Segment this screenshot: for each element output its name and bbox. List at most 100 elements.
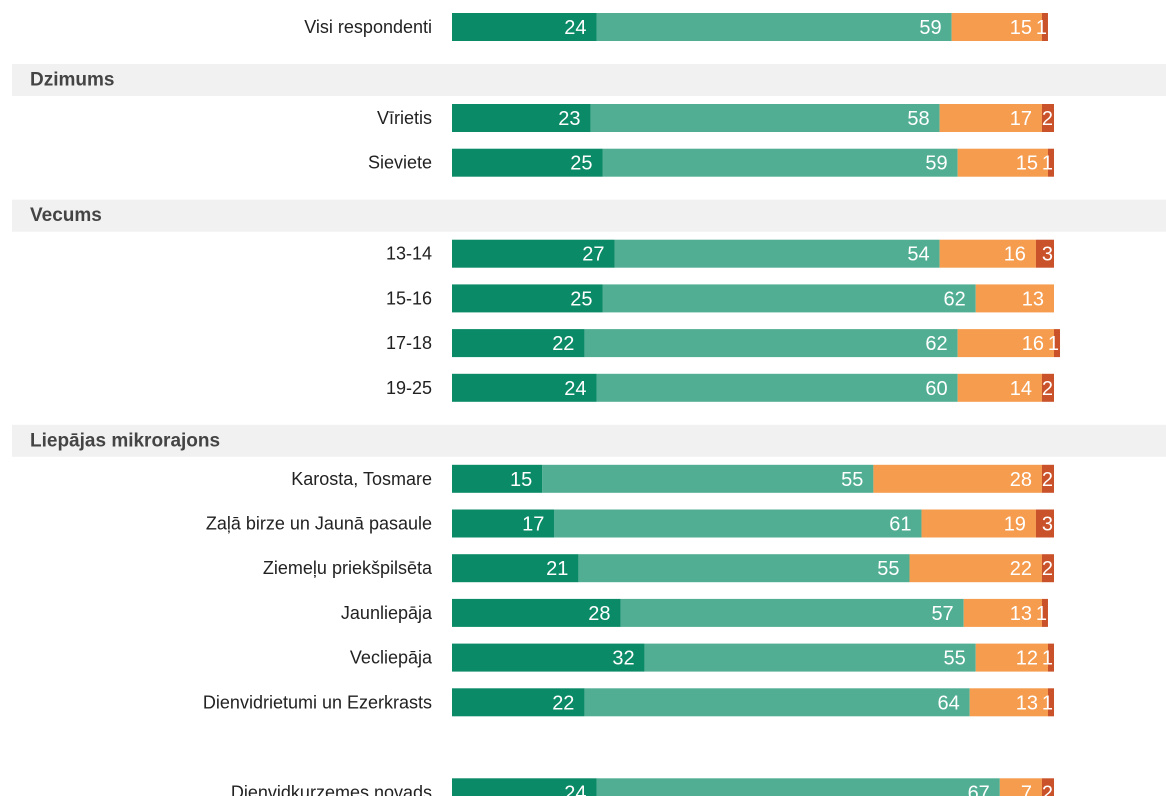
section-title: Dzimums (30, 70, 114, 91)
value-label: 1 (1036, 17, 1047, 39)
value-label: 25 (570, 153, 592, 175)
value-label: 57 (931, 603, 953, 625)
value-label: 1 (1036, 603, 1047, 625)
value-label: 62 (943, 288, 965, 310)
category-label: 13-14 (386, 244, 432, 264)
bar-segment (602, 284, 976, 313)
value-label: 22 (552, 692, 574, 714)
value-label: 62 (925, 333, 947, 355)
value-label: 60 (925, 378, 947, 400)
bar-segment (1041, 778, 1054, 796)
value-label: 67 (968, 782, 990, 796)
value-label: 24 (564, 378, 586, 400)
value-label: 59 (919, 17, 941, 39)
bar-segment (452, 643, 645, 672)
value-label: 28 (1010, 469, 1032, 491)
value-label: 2 (1042, 469, 1053, 491)
value-label: 25 (570, 288, 592, 310)
bar-segment (999, 778, 1042, 796)
value-label: 1 (1042, 648, 1053, 670)
category-label: Vīrietis (377, 108, 432, 128)
value-label: 1 (1042, 153, 1053, 175)
value-label: 2 (1042, 558, 1053, 580)
bar-segment (584, 329, 958, 358)
value-label: 55 (943, 648, 965, 670)
bar-segment (578, 554, 910, 583)
value-label: 15 (1016, 153, 1038, 175)
bar-segment (452, 554, 579, 583)
value-label: 22 (1010, 558, 1032, 580)
bar-segment (1054, 329, 1061, 358)
section-title: Liepājas mikrorajons (30, 430, 220, 451)
bar-segment (596, 778, 1000, 796)
value-label: 3 (1042, 244, 1053, 266)
value-label: 22 (552, 333, 574, 355)
category-label: Karosta, Tosmare (291, 469, 432, 489)
category-label: 17-18 (386, 333, 432, 353)
bar-segment (452, 688, 585, 717)
bar-segment (614, 239, 940, 268)
category-label: Vecliepāja (350, 648, 433, 668)
bar-segment (1035, 509, 1054, 538)
value-label: 17 (522, 514, 544, 536)
bar-segment (975, 643, 1048, 672)
bar-segment (1041, 464, 1054, 493)
value-label: 55 (877, 558, 899, 580)
value-label: 1 (1042, 692, 1053, 714)
value-label: 12 (1016, 648, 1038, 670)
category-label: 19-25 (386, 378, 432, 398)
bar-segment (452, 373, 597, 402)
bar-segment (909, 554, 1042, 583)
value-label: 16 (1022, 333, 1044, 355)
bar-segment (1041, 598, 1048, 627)
value-label: 3 (1042, 514, 1053, 536)
value-label: 28 (588, 603, 610, 625)
bar-segment (602, 148, 958, 177)
bar-segment (951, 13, 1042, 41)
section-band (12, 424, 1166, 457)
section-band (12, 199, 1166, 232)
bar-segment (452, 13, 597, 41)
value-label: 21 (546, 558, 568, 580)
category-label: Zaļā birze un Jaunā pasaule (206, 514, 432, 534)
value-label: 64 (937, 692, 959, 714)
value-label: 23 (558, 108, 580, 130)
value-label: 54 (907, 244, 929, 266)
bar-segment (554, 509, 922, 538)
bar-segment (1035, 239, 1054, 268)
bar-segment (1047, 643, 1054, 672)
bar-segment (452, 148, 603, 177)
bar-segment (452, 778, 597, 796)
bar-segment (1041, 554, 1054, 583)
section-band (12, 64, 1166, 96)
category-label: Sieviete (368, 153, 432, 173)
value-label: 13 (1022, 288, 1044, 310)
value-label: 32 (612, 648, 634, 670)
value-label: 15 (1010, 17, 1032, 39)
category-label: Visi respondenti (304, 17, 432, 37)
bar-segment (596, 13, 952, 41)
bar-segment (596, 373, 958, 402)
category-label: Dienvidrietumi un Ezerkrasts (203, 692, 432, 712)
bar-segment (939, 104, 1042, 132)
category-label: Dienvidkurzemes novads (231, 782, 432, 796)
value-label: 24 (564, 782, 586, 796)
value-label: 2 (1042, 108, 1053, 130)
value-label: 17 (1010, 108, 1032, 130)
bar-segment (590, 104, 940, 132)
value-label: 14 (1010, 378, 1032, 400)
bar-segment (957, 373, 1042, 402)
value-label: 15 (510, 469, 532, 491)
category-label: 15-16 (386, 288, 432, 308)
value-label: 13 (1016, 692, 1038, 714)
value-label: 7 (1021, 782, 1032, 796)
value-label: 58 (907, 108, 929, 130)
bar-segment (1041, 104, 1054, 132)
bar-segment (969, 688, 1048, 717)
value-label: 19 (1004, 514, 1026, 536)
bar-segment (452, 464, 543, 493)
bar-segment (452, 598, 621, 627)
category-label: Ziemeļu priekšpilsēta (263, 558, 433, 578)
bar-segment (620, 598, 964, 627)
